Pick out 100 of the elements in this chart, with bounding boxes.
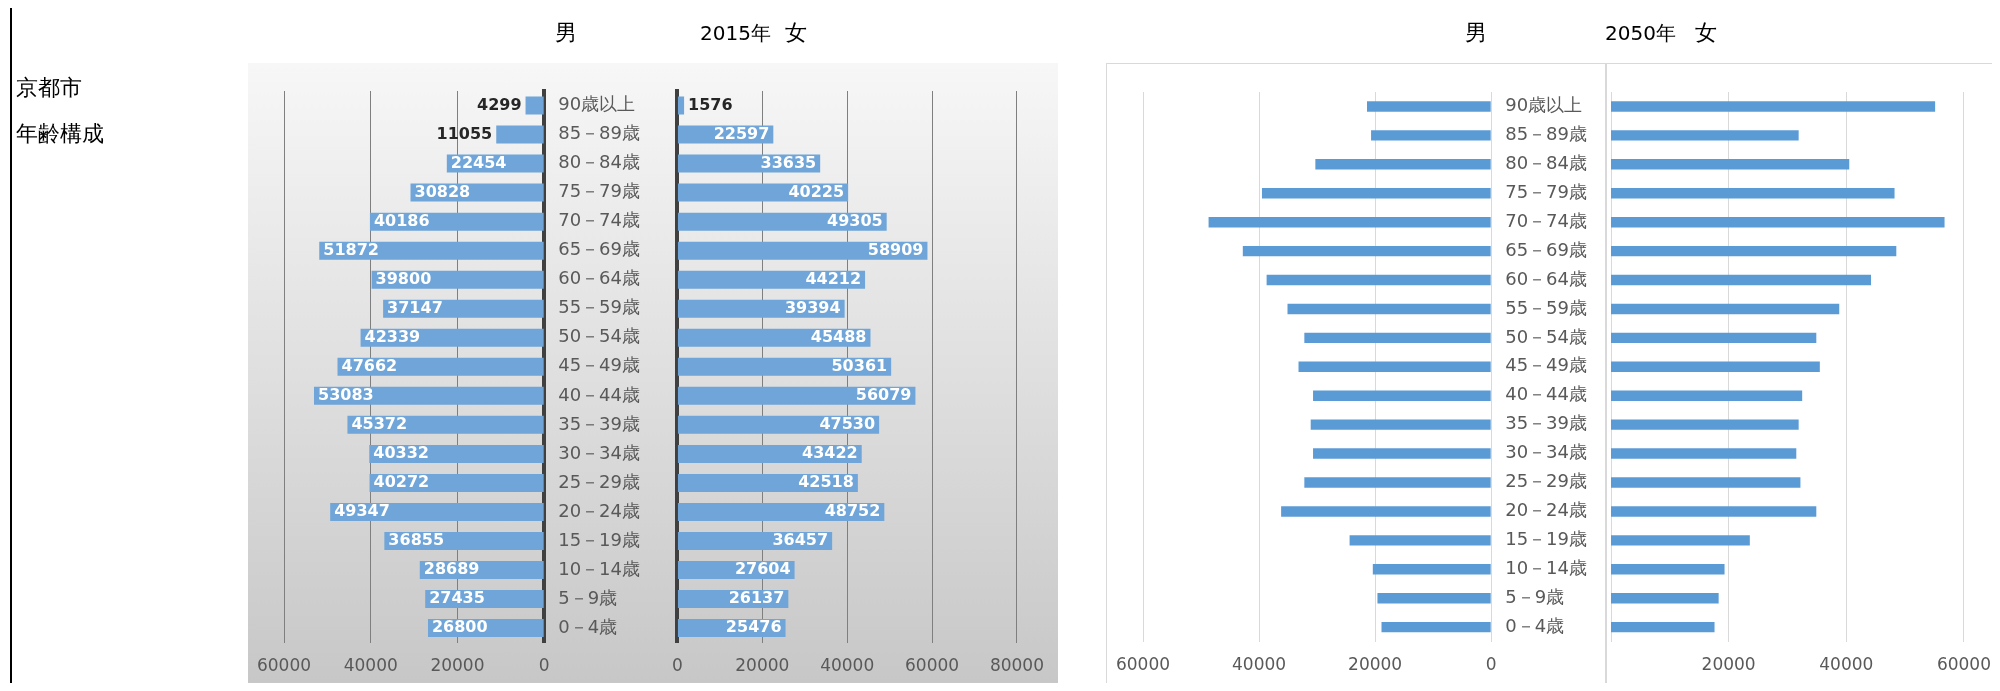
bar xyxy=(1611,477,1801,488)
bar xyxy=(1315,159,1491,170)
y-tick-label: 90歳以上 xyxy=(1505,94,1583,116)
y-tick-label: 40－44歳 xyxy=(1505,383,1587,405)
x-tick-label: 20000 xyxy=(1701,654,1756,675)
bar xyxy=(1266,274,1491,286)
x-tick-label: 60000 xyxy=(1936,654,1992,675)
data-label: 37147 xyxy=(387,297,443,317)
bar xyxy=(525,96,544,115)
text: 年齢構成 xyxy=(16,120,104,148)
y-tick-label: 45－49歳 xyxy=(558,354,640,376)
bar xyxy=(1611,593,1719,604)
x-tick-label: 40000 xyxy=(1232,654,1287,675)
bar xyxy=(1281,506,1491,517)
data-label: 40332 xyxy=(373,443,429,463)
y-tick-label: 60－64歳 xyxy=(1505,267,1587,289)
bar xyxy=(1287,303,1491,315)
bar xyxy=(1367,101,1491,112)
y-tick-label: 5－9歳 xyxy=(558,586,618,608)
y-tick-label: 65－69歳 xyxy=(558,238,640,260)
bar xyxy=(1208,216,1491,228)
x-tick-label: 0 xyxy=(671,655,683,676)
data-label: 40272 xyxy=(373,472,430,492)
data-label: 49347 xyxy=(334,501,390,521)
y-tick-label: 80－84歳 xyxy=(1505,151,1587,173)
data-label: 43422 xyxy=(802,443,858,463)
data-label: 27435 xyxy=(429,588,485,608)
data-label: 39800 xyxy=(375,268,432,288)
chart-title: 女 xyxy=(1695,19,1717,47)
y-tick-label: 65－69歳 xyxy=(1505,238,1587,260)
x-tick-label: 80000 xyxy=(989,655,1045,676)
bar xyxy=(1611,448,1797,459)
bar xyxy=(1611,506,1817,517)
data-label: 36855 xyxy=(388,530,445,550)
bar xyxy=(1611,535,1750,546)
x-tick-label: 60000 xyxy=(905,655,960,676)
data-label: 4299 xyxy=(477,94,522,114)
y-tick-label: 15－19歳 xyxy=(558,528,640,550)
data-label: 22597 xyxy=(713,123,770,143)
data-label: 47662 xyxy=(341,355,398,375)
y-tick-label: 60－64歳 xyxy=(558,267,640,289)
y-tick-label: 70－74歳 xyxy=(558,209,640,231)
text: 京都市 xyxy=(16,74,82,102)
data-label: 44212 xyxy=(805,268,862,288)
data-label: 50361 xyxy=(831,355,888,375)
data-label: 39394 xyxy=(784,297,841,317)
y-tick-label: 30－34歳 xyxy=(1505,441,1587,463)
x-tick-label: 0 xyxy=(538,655,550,676)
data-label: 40186 xyxy=(373,210,430,230)
y-tick-label: 20－24歳 xyxy=(1505,499,1587,521)
y-tick-label: 45－49歳 xyxy=(1505,354,1587,376)
y-tick-label: 10－14歳 xyxy=(558,557,640,579)
bar xyxy=(1611,332,1817,344)
bar xyxy=(1349,535,1491,546)
x-tick-label: 60000 xyxy=(256,655,312,676)
bar xyxy=(1611,216,1945,228)
bar xyxy=(1310,419,1491,430)
bar xyxy=(1313,448,1491,459)
data-label: 26800 xyxy=(431,617,488,637)
x-tick-label: 40000 xyxy=(820,655,875,676)
bar xyxy=(1304,332,1491,344)
y-tick-label: 0－4歳 xyxy=(558,615,618,637)
y-tick-label: 20－24歳 xyxy=(558,499,640,521)
bar xyxy=(1261,188,1491,199)
y-tick-label: 55－59歳 xyxy=(1505,296,1587,318)
data-label: 25476 xyxy=(725,617,782,637)
y-tick-label: 85－89歳 xyxy=(558,122,640,144)
y-tick-label: 25－29歳 xyxy=(558,470,640,492)
x-tick-label: 20000 xyxy=(735,655,790,676)
y-tick-label: 10－14歳 xyxy=(1505,556,1587,578)
y-tick-label: 30－34歳 xyxy=(558,441,640,463)
y-tick-label: 0－4歳 xyxy=(1505,614,1565,636)
data-label: 1576 xyxy=(688,94,733,114)
bar xyxy=(1611,188,1895,199)
data-label: 27604 xyxy=(734,559,791,579)
bar xyxy=(319,241,544,260)
x-tick-label: 60000 xyxy=(1115,654,1171,675)
data-label: 47530 xyxy=(819,414,876,434)
bar xyxy=(1381,621,1491,633)
data-label: 56079 xyxy=(855,384,912,404)
y-tick-label: 5－9歳 xyxy=(1505,585,1565,607)
y-tick-label: 75－79歳 xyxy=(1505,180,1587,202)
data-label: 33635 xyxy=(760,152,817,172)
data-label: 26137 xyxy=(728,588,785,608)
x-tick-label: 20000 xyxy=(1348,654,1403,675)
bar xyxy=(1611,159,1850,170)
chart-title: 男 xyxy=(555,19,577,47)
y-tick-label: 85－89歳 xyxy=(1505,123,1587,145)
bar xyxy=(1611,130,1799,141)
y-tick-label: 80－84歳 xyxy=(558,151,640,173)
data-label: 28689 xyxy=(423,559,480,579)
data-label: 42518 xyxy=(798,472,854,492)
data-label: 58909 xyxy=(867,239,924,259)
data-label: 45372 xyxy=(351,414,408,434)
y-tick-label: 55－59歳 xyxy=(558,296,640,318)
data-label: 30828 xyxy=(414,181,471,201)
chart-subtitle: 2015年 xyxy=(700,20,771,47)
bar xyxy=(1611,564,1725,575)
y-tick-label: 50－54歳 xyxy=(558,325,640,347)
bar xyxy=(1242,245,1491,257)
